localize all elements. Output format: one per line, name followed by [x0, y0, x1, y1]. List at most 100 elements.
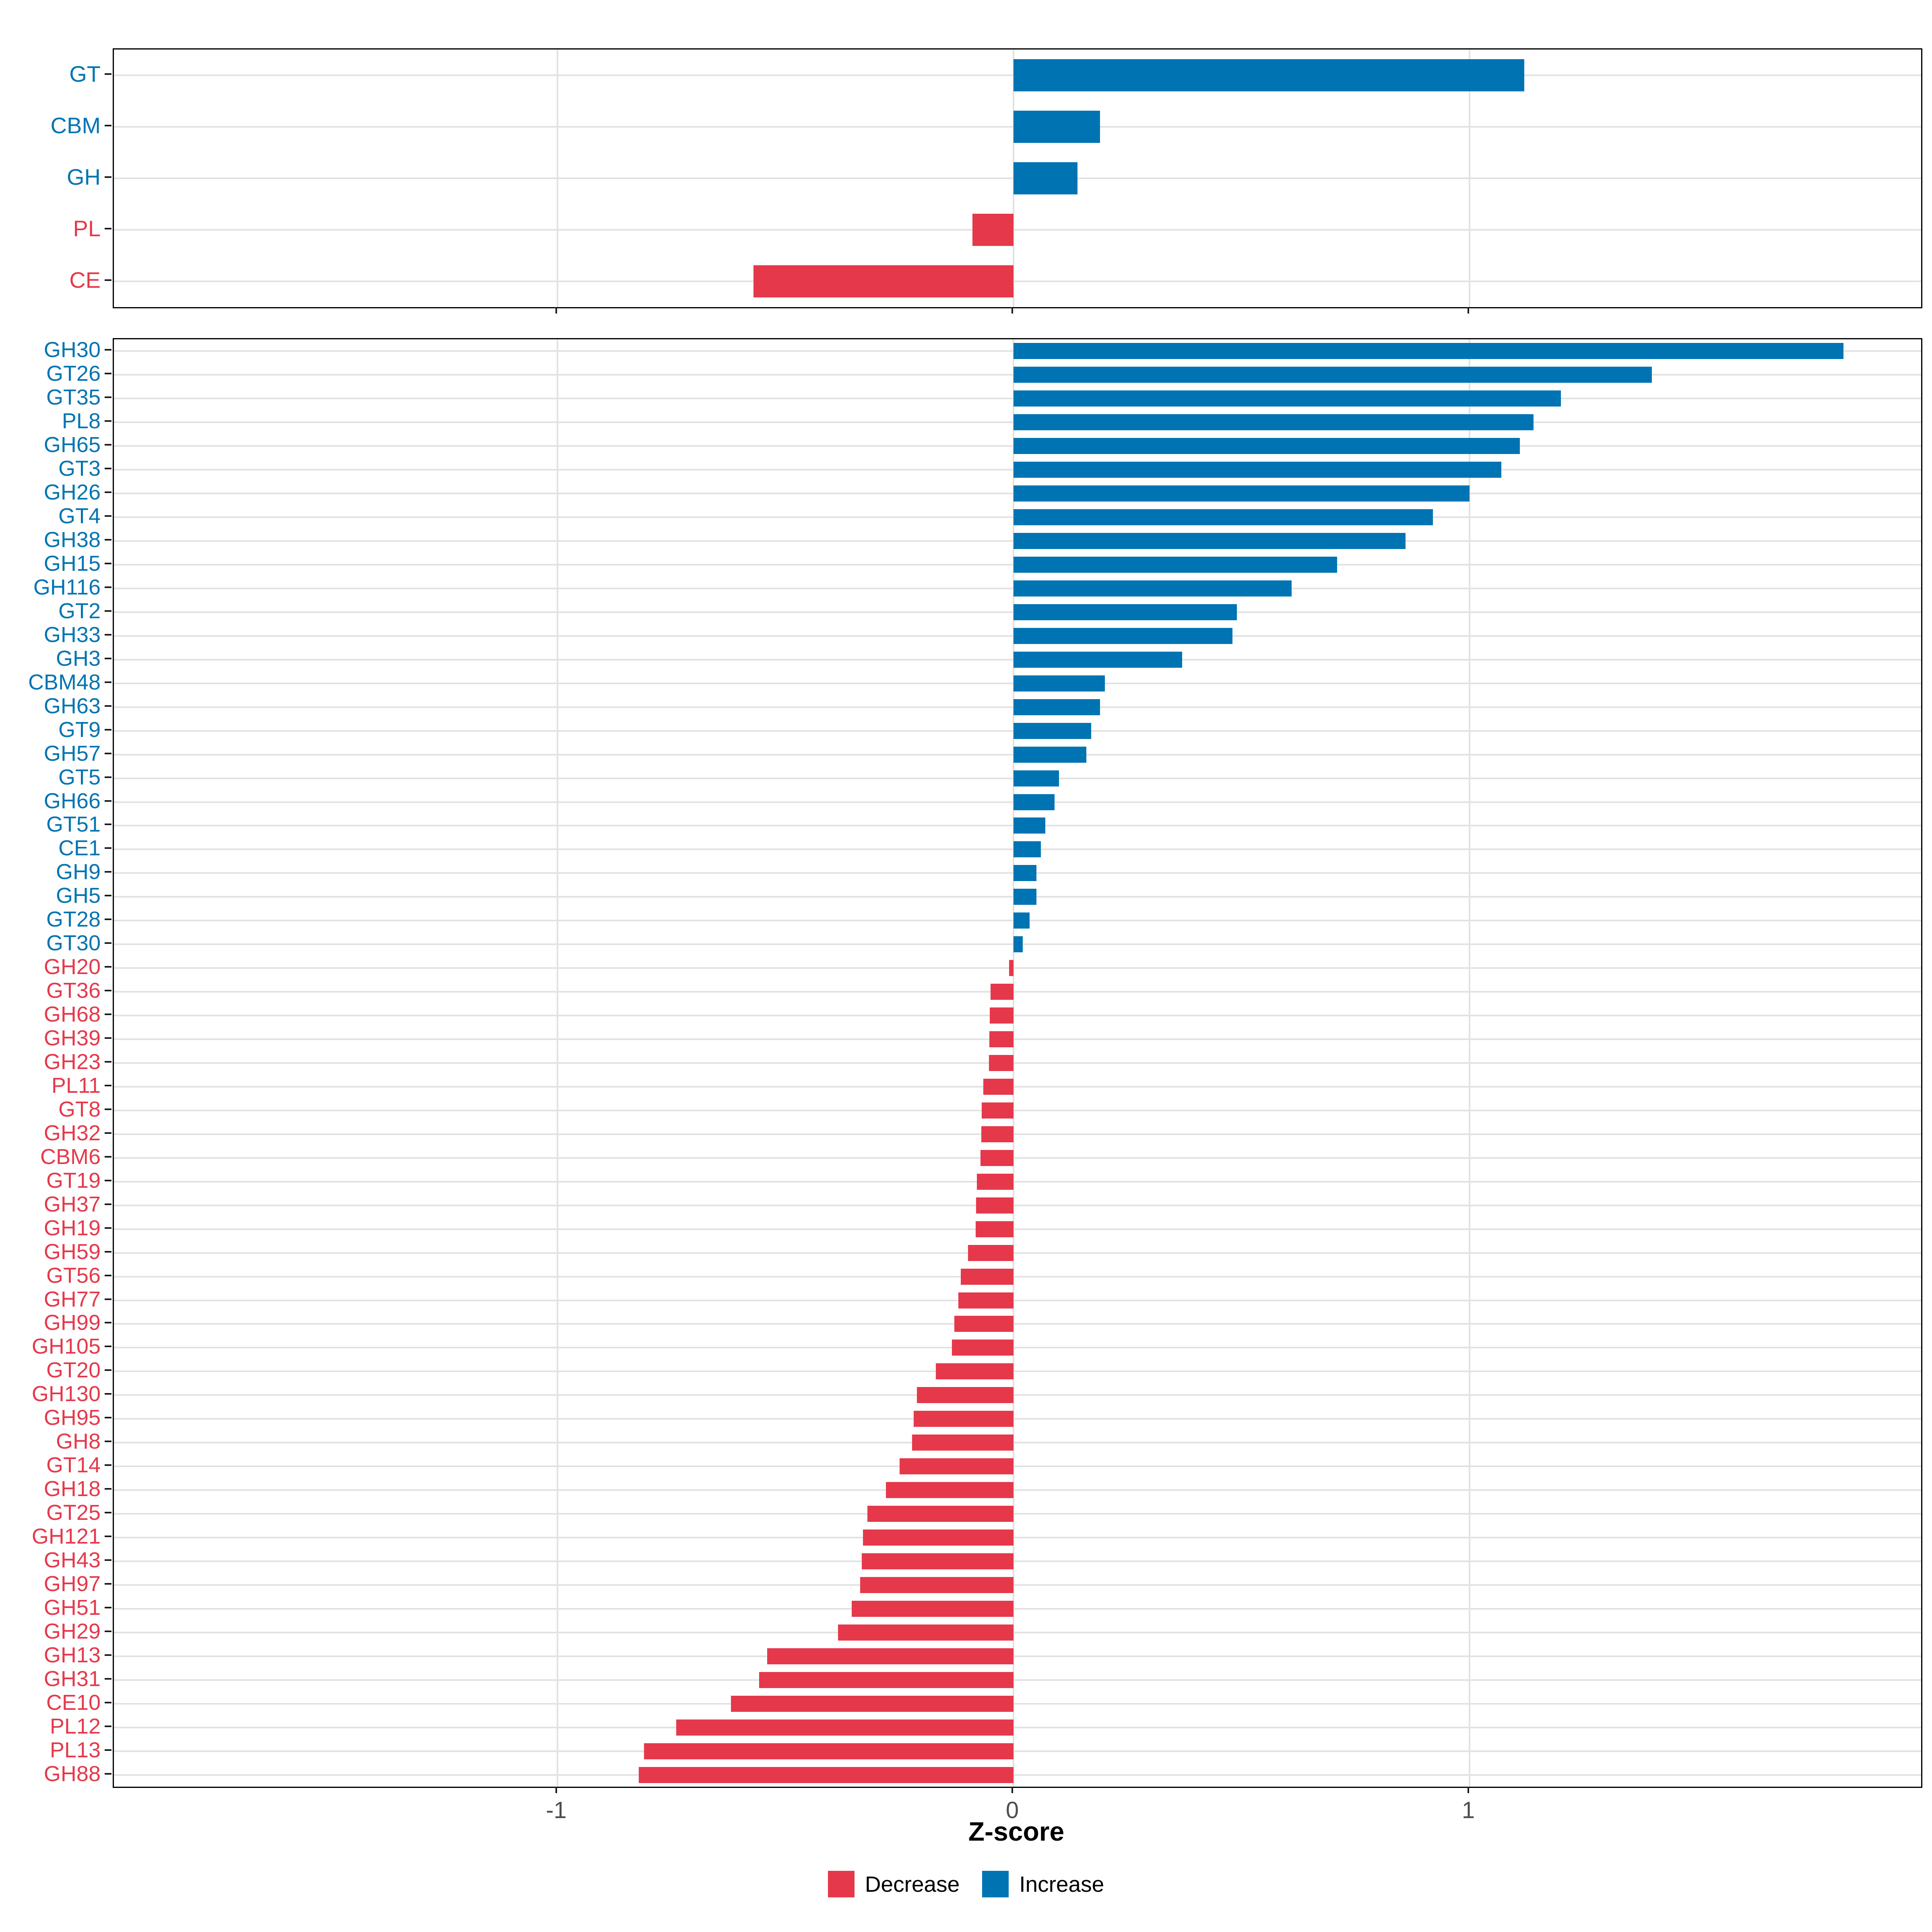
- y-axis-tick: [105, 515, 111, 517]
- y-axis-tick: [105, 396, 111, 398]
- y-axis-tick: [105, 228, 111, 229]
- bar-GH68: [990, 1007, 1013, 1024]
- category-label-GT9: GT9: [58, 717, 101, 742]
- y-axis-tick: [105, 279, 111, 281]
- bar-GH37: [976, 1197, 1013, 1214]
- y-axis-tick: [105, 349, 111, 351]
- x-axis-tick: [555, 307, 557, 314]
- gridline-horizontal: [114, 1703, 1921, 1705]
- y-axis-tick: [105, 586, 111, 588]
- y-axis-tick: [105, 1464, 111, 1466]
- y-axis-tick: [105, 563, 111, 565]
- gridline-horizontal: [114, 1466, 1921, 1468]
- y-axis-tick: [105, 1559, 111, 1561]
- bar-PL8: [1013, 414, 1534, 431]
- legend-label-decrease: Decrease: [865, 1872, 960, 1897]
- y-axis-tick: [105, 1441, 111, 1443]
- category-label-GH66: GH66: [43, 788, 101, 813]
- bar-CBM6: [980, 1150, 1013, 1166]
- category-label-GH51: GH51: [43, 1595, 101, 1620]
- gridline-horizontal: [114, 1679, 1921, 1681]
- bar-GH77: [958, 1292, 1013, 1309]
- x-axis-title: Z-score: [968, 1816, 1065, 1846]
- gridline-horizontal: [114, 1109, 1921, 1111]
- bar-GT19: [977, 1173, 1013, 1190]
- category-label-PL8: PL8: [62, 409, 101, 433]
- bar-GH95: [913, 1411, 1013, 1427]
- y-axis-tick: [105, 1274, 111, 1276]
- bar-GH63: [1013, 699, 1100, 715]
- bar-GH18: [886, 1482, 1013, 1499]
- bar-CBM48: [1013, 675, 1105, 691]
- category-label-GT25: GT25: [46, 1501, 101, 1525]
- gridline-horizontal: [114, 1371, 1921, 1373]
- category-label-GT4: GT4: [58, 504, 101, 528]
- bar-GT26: [1013, 367, 1652, 383]
- x-axis-tick: [1468, 1787, 1469, 1793]
- y-axis-tick: [105, 539, 111, 541]
- bar-GH39: [989, 1031, 1013, 1048]
- category-label-GT5: GT5: [58, 765, 101, 789]
- category-label-CBM6: CBM6: [40, 1144, 101, 1169]
- y-axis-tick: [105, 1536, 111, 1538]
- y-axis-tick: [105, 705, 111, 707]
- y-axis-tick: [105, 1749, 111, 1751]
- category-label-CBM: CBM: [50, 113, 101, 138]
- bar-GH23: [989, 1055, 1013, 1071]
- y-axis-tick: [105, 1251, 111, 1253]
- category-label-GH18: GH18: [43, 1477, 101, 1501]
- gridline-horizontal: [114, 1631, 1921, 1633]
- category-label-GH99: GH99: [43, 1311, 101, 1335]
- category-label-GH77: GH77: [43, 1287, 101, 1311]
- bar-GT14: [899, 1458, 1013, 1475]
- y-axis-tick: [105, 491, 111, 493]
- gridline-horizontal: [114, 1228, 1921, 1230]
- bar-GT25: [867, 1506, 1013, 1522]
- y-axis-tick: [105, 824, 111, 826]
- y-axis-tick: [105, 125, 111, 126]
- x-axis-tick: [1011, 1787, 1013, 1793]
- bar-GH59: [968, 1245, 1013, 1261]
- y-axis-tick: [105, 1013, 111, 1016]
- gridline-horizontal: [114, 281, 1921, 282]
- y-axis-tick: [105, 610, 111, 612]
- category-label-GH59: GH59: [43, 1239, 101, 1264]
- y-axis-tick: [105, 1630, 111, 1632]
- bar-GT28: [1013, 912, 1030, 929]
- x-tick-label-0: 0: [1005, 1797, 1019, 1823]
- category-label-PL13: PL13: [50, 1738, 101, 1762]
- gridline-horizontal: [114, 1062, 1921, 1064]
- y-axis-tick: [105, 1156, 111, 1158]
- y-axis-tick: [105, 1322, 111, 1324]
- x-tick-label-1: 1: [1461, 1797, 1475, 1823]
- y-axis-tick: [105, 1725, 111, 1727]
- bar-GT35: [1013, 390, 1561, 407]
- category-label-GH9: GH9: [56, 860, 101, 884]
- y-axis-tick: [105, 1369, 111, 1371]
- x-axis-tick: [555, 1787, 557, 1793]
- legend-item-increase: Increase: [982, 1871, 1104, 1897]
- category-label-GH20: GH20: [43, 955, 101, 979]
- bar-GH8: [912, 1435, 1013, 1451]
- gridline-horizontal: [114, 1133, 1921, 1135]
- y-axis-tick: [105, 657, 111, 659]
- bar-GH26: [1013, 485, 1470, 502]
- y-axis-tick: [105, 1678, 111, 1680]
- y-axis-tick: [105, 1488, 111, 1490]
- bar-GH121: [863, 1530, 1013, 1546]
- y-axis-tick: [105, 990, 111, 992]
- bar-GH66: [1013, 794, 1055, 810]
- bar-GH: [1013, 162, 1077, 194]
- legend-item-decrease: Decrease: [828, 1871, 960, 1897]
- category-label-GH88: GH88: [43, 1761, 101, 1786]
- category-label-GT26: GT26: [46, 361, 101, 386]
- y-axis-tick: [105, 1346, 111, 1348]
- x-axis-tick: [1468, 307, 1469, 314]
- category-label-GH38: GH38: [43, 528, 101, 552]
- category-label-PL: PL: [73, 216, 101, 241]
- bar-GH38: [1013, 533, 1406, 549]
- gridline-horizontal: [114, 1252, 1921, 1254]
- y-axis-tick: [105, 752, 111, 754]
- category-label-GH97: GH97: [43, 1571, 101, 1596]
- gridline-horizontal: [114, 1181, 1921, 1183]
